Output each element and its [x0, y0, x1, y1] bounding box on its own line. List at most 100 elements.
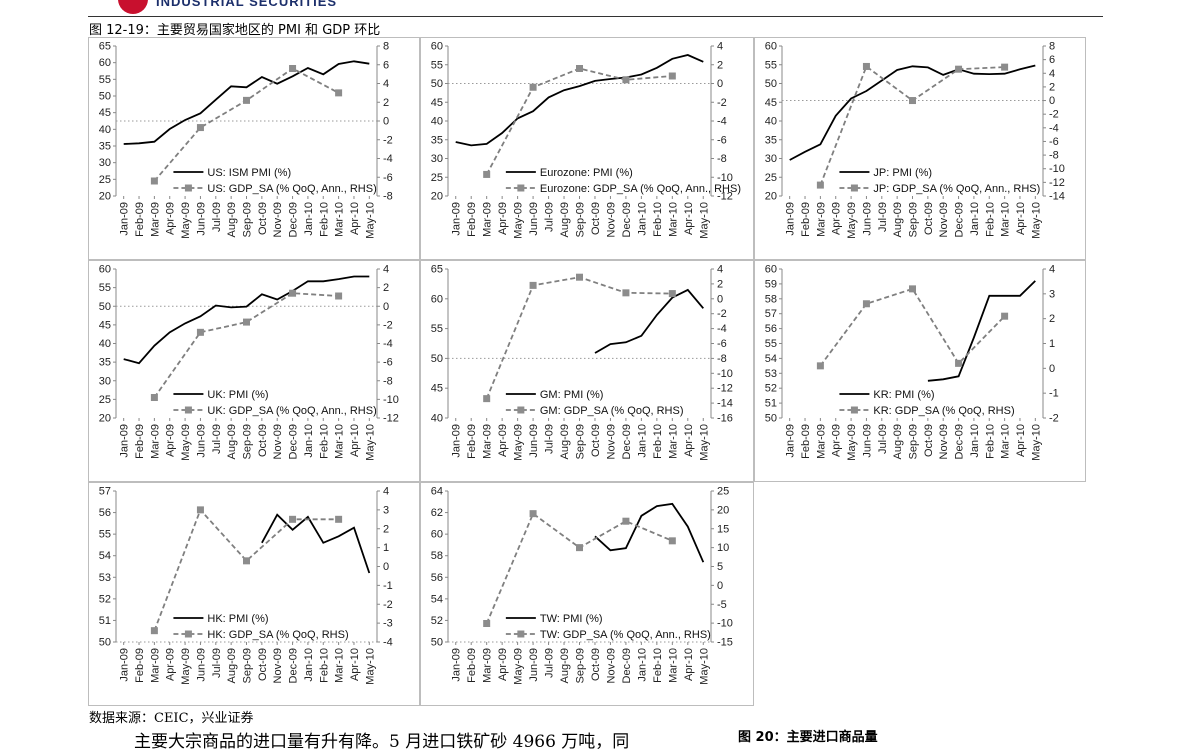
left-tick-label: 54	[765, 353, 777, 365]
left-tick-label: 55	[99, 529, 111, 541]
x-tick-label: Mar-09	[149, 648, 161, 683]
left-tick-label: 55	[99, 282, 111, 294]
left-tick-label: 50	[431, 637, 443, 649]
x-tick-label: Jan-09	[451, 202, 463, 236]
x-tick-label: Feb-10	[318, 648, 330, 683]
x-tick-label: Apr-09	[831, 202, 843, 235]
chart-jp: 20 25 30 35 40 45 50 55 60 -14 -12 -10-8 -6 -4-2 0 24 68…	[765, 41, 1065, 239]
left-tick-label: 40	[431, 413, 443, 425]
x-tick-label: Feb-09	[466, 424, 478, 459]
legend-marker-gdp	[517, 406, 525, 414]
x-tick-label: Jan-10	[969, 202, 981, 236]
x-tick-label: Jul-09	[544, 424, 556, 454]
legend-label: JP: GDP_SA (% QoQ, Ann., RHS)	[873, 183, 1040, 195]
gdp-data-point	[289, 65, 297, 72]
gdp-data-point	[909, 97, 916, 105]
chart-panel-jp: 20 25 30 35 40 45 50 55 60 -14 -12 -10 -8 -6 -4 -2 0 2 4 6 8…	[754, 37, 1086, 260]
right-tick-label: -2	[1049, 413, 1059, 425]
gdp-series-line	[153, 292, 339, 399]
x-tick-label: Jan-09	[451, 424, 463, 458]
gdp-data-point	[289, 515, 297, 523]
right-tick-label: -10	[717, 618, 733, 630]
left-tick-label: 30	[765, 153, 777, 165]
pmi-series-line	[261, 513, 371, 574]
x-tick-label: Jan-09	[451, 648, 463, 682]
x-tick-label: Jul-09	[877, 424, 889, 454]
left-tick-label: 60	[765, 41, 777, 53]
gdp-data-point	[335, 515, 343, 523]
right-tick-label: -6	[383, 357, 393, 369]
left-tick-label: 40	[99, 124, 111, 136]
x-tick-label: Apr-10	[1015, 424, 1027, 457]
left-tick-label: 64	[431, 486, 443, 498]
x-tick-label: Apr-09	[497, 648, 509, 681]
left-tick-label: 45	[765, 97, 777, 109]
right-tick-label: -14	[717, 398, 733, 410]
x-tick-label: Mar-10	[667, 648, 679, 683]
x-tick-label: Apr-09	[165, 424, 177, 457]
x-tick-label: Feb-09	[134, 424, 146, 459]
legend-marker-gdp	[184, 630, 192, 638]
x-tick-label: Dec-09	[954, 424, 966, 459]
x-tick-label: Aug-09	[892, 202, 904, 237]
x-tick-label: Dec-09	[621, 424, 633, 459]
gdp-data-point	[150, 394, 158, 402]
x-tick-label: Jul-09	[544, 648, 556, 678]
x-tick-label: May-09	[513, 202, 525, 239]
x-tick-label: Mar-10	[334, 648, 346, 683]
x-tick-label: Aug-09	[559, 648, 571, 683]
left-tick-label: 40	[765, 116, 777, 128]
x-tick-label: Feb-09	[134, 202, 146, 237]
right-tick-label: 0	[383, 116, 389, 128]
right-tick-label: 2	[383, 282, 389, 294]
left-tick-label: 25	[765, 172, 777, 184]
right-tick-label: -12	[383, 413, 399, 425]
right-tick-label: 3	[383, 504, 389, 516]
right-tick-label: -8	[383, 191, 393, 203]
x-tick-label: Mar-09	[815, 424, 827, 459]
left-tick-label: 25	[431, 172, 443, 184]
gdp-data-point	[196, 124, 204, 132]
x-tick-label: Mar-09	[149, 424, 161, 459]
x-tick-label: Nov-09	[605, 424, 617, 459]
x-tick-label: Sep-09	[242, 648, 254, 683]
left-tick-label: 52	[99, 593, 111, 605]
gdp-data-point	[816, 181, 824, 189]
gdp-data-point	[1001, 63, 1009, 71]
right-tick-label: -10	[383, 394, 399, 406]
right-tick-label: -6	[383, 172, 393, 184]
right-tick-label: -2	[383, 599, 393, 611]
left-tick-label: 60	[99, 264, 111, 276]
x-tick-label: Jun-09	[195, 424, 207, 458]
right-tick-label: -14	[1049, 191, 1065, 203]
x-tick-label: Aug-09	[559, 424, 571, 459]
header-rule	[88, 16, 1103, 17]
gdp-data-point	[243, 96, 250, 104]
left-tick-label: 60	[99, 57, 111, 69]
gdp-data-point	[335, 89, 343, 97]
x-tick-label: Nov-09	[605, 648, 617, 683]
right-tick-label: -8	[717, 353, 727, 365]
right-tick-label: -8	[1049, 150, 1059, 162]
left-tick-label: 20	[765, 191, 777, 203]
gdp-data-point	[622, 76, 630, 84]
right-tick-label: 5	[717, 561, 723, 573]
right-tick-label: 10	[717, 542, 729, 554]
x-tick-label: Apr-10	[683, 648, 695, 681]
right-tick-label: -10	[1049, 163, 1065, 175]
left-tick-label: 40	[99, 338, 111, 350]
right-tick-label: -6	[1049, 136, 1059, 148]
legend-label: Eurozone: PMI (%)	[540, 167, 633, 179]
legend-label: UK: PMI (%)	[207, 389, 268, 401]
x-tick-label: May-10	[364, 424, 376, 461]
chart-hk: 50 51 52 53 54 55 56 57 -4 -3 -2 -1 0 1 2 3 4 Jan-09 Feb-0…	[99, 486, 393, 685]
right-tick-label: 0	[1049, 95, 1055, 107]
x-tick-label: May-10	[698, 648, 710, 685]
x-tick-label: Oct-09	[257, 648, 269, 681]
right-tick-label: 4	[383, 78, 389, 90]
x-tick-label: May-10	[1030, 202, 1042, 239]
chart-panel-tw: 50 52 54 56 58 60 62 64 -15 -10 -5 0 5 10 15 20 25 Jan-09…	[420, 482, 754, 706]
x-tick-label: Feb-09	[134, 648, 146, 683]
x-tick-label: Oct-09	[257, 424, 269, 457]
chart-panel-us: 20 25 30 35 40 45 50 55 60 65 -8 -6 -4 -2 0 2 4 6 8 Jan-09 F…	[88, 37, 420, 260]
